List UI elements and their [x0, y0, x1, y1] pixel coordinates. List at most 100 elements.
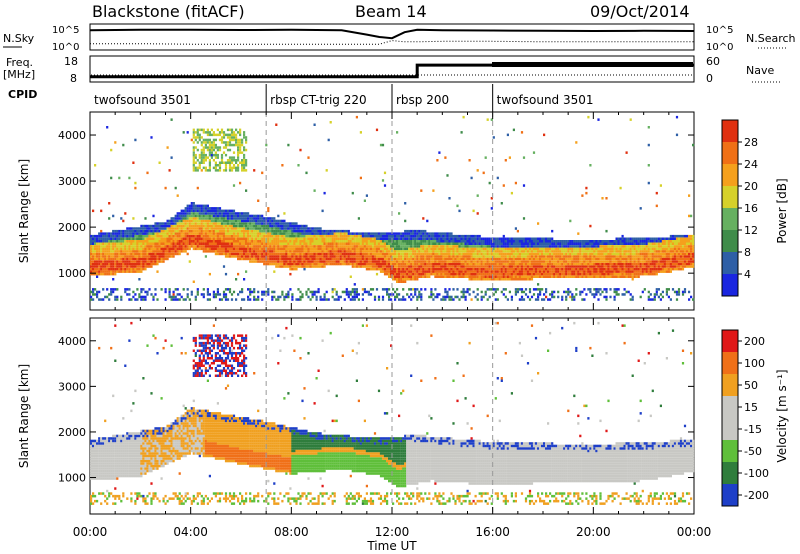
data-cell: [490, 245, 493, 248]
data-cell: [293, 232, 296, 235]
data-cell: [359, 255, 362, 258]
data-cell: [277, 260, 280, 263]
data-cell: [206, 232, 209, 235]
data-cell: [446, 290, 449, 294]
data-cell: [462, 295, 465, 299]
data-cell: [432, 267, 435, 271]
data-cell: [404, 234, 407, 238]
data-cell: [92, 242, 95, 245]
data-cell: [476, 234, 479, 238]
data-cell: [486, 262, 489, 266]
data-cell: [460, 260, 463, 263]
data-cell: [369, 232, 373, 235]
data-cell: [224, 247, 228, 251]
data-cell: [138, 262, 141, 266]
data-cell: [494, 278, 497, 281]
data-cell: [212, 131, 215, 134]
data-cell: [500, 260, 503, 263]
data-cell: [293, 262, 296, 266]
data-cell: [251, 234, 254, 238]
data-cell: [182, 237, 185, 240]
data-cell: [311, 255, 314, 258]
data-cell: [271, 237, 274, 240]
data-cell: [281, 245, 284, 248]
data-cell: [122, 219, 125, 223]
data-cell: [462, 250, 465, 253]
data-cell: [462, 275, 465, 278]
data-cell: [532, 151, 536, 154]
data-cell: [281, 242, 284, 245]
data-cell: [251, 252, 254, 256]
data-cell: [434, 247, 437, 251]
data-cell: [520, 247, 524, 251]
data-cell: [232, 151, 236, 154]
data-cell: [140, 290, 143, 294]
data-cell: [198, 214, 201, 218]
data-cell: [430, 237, 433, 240]
data-cell: [118, 260, 121, 263]
data-cell: [315, 247, 318, 251]
data-cell: [486, 252, 489, 256]
data-cell: [504, 260, 507, 263]
data-cell: [235, 169, 238, 172]
data-cell: [287, 224, 290, 228]
data-cell: [412, 265, 415, 268]
data-cell: [200, 227, 203, 230]
data-cell: [450, 245, 453, 248]
data-cell: [553, 255, 556, 258]
data-cell: [488, 270, 491, 273]
data-cell: [559, 262, 562, 266]
data-cell: [146, 265, 149, 268]
data-cell: [122, 234, 125, 238]
data-cell: [446, 242, 449, 245]
data-cell: [339, 245, 342, 248]
data-cell: [178, 298, 181, 301]
data-cell: [180, 212, 183, 215]
data-cell: [466, 260, 469, 263]
data-cell: [259, 240, 262, 243]
data-cell: [273, 270, 276, 273]
data-cell: [273, 229, 276, 233]
data-cell: [351, 290, 354, 294]
data-cell: [130, 245, 133, 248]
data-cell: [454, 267, 457, 271]
data-cell: [275, 245, 278, 248]
data-cell: [218, 234, 222, 238]
data-cell: [541, 262, 544, 266]
data-cell: [184, 219, 187, 223]
data-cell: [206, 227, 209, 230]
data-cell: [114, 234, 117, 238]
data-cell: [468, 272, 471, 276]
data-cell: [537, 222, 540, 225]
data-cell: [202, 128, 205, 132]
data-cell: [410, 298, 413, 301]
data-cell: [168, 245, 171, 248]
data-cell: [184, 234, 187, 238]
data-cell: [327, 237, 330, 240]
data-cell: [218, 164, 222, 167]
data-cell: [516, 247, 519, 251]
data-cell: [301, 262, 304, 266]
data-cell: [555, 270, 558, 273]
data-cell: [162, 227, 165, 230]
data-cell: [339, 242, 342, 245]
data-cell: [392, 252, 395, 256]
data-cell: [154, 234, 157, 238]
data-cell: [241, 252, 244, 256]
data-cell: [478, 262, 481, 266]
data-cell: [230, 209, 234, 213]
data-cell: [498, 242, 501, 245]
data-cell: [478, 270, 481, 273]
data-cell: [317, 288, 320, 291]
data-cell: [172, 298, 175, 301]
data-cell: [394, 237, 397, 240]
data-cell: [428, 270, 431, 273]
data-cell: [414, 270, 417, 273]
data-cell: [188, 247, 191, 251]
data-cell: [309, 255, 312, 258]
data-cell: [412, 237, 415, 240]
data-cell: [140, 240, 143, 243]
data-cell: [261, 240, 264, 243]
data-cell: [122, 257, 125, 261]
data-cell: [283, 237, 286, 240]
